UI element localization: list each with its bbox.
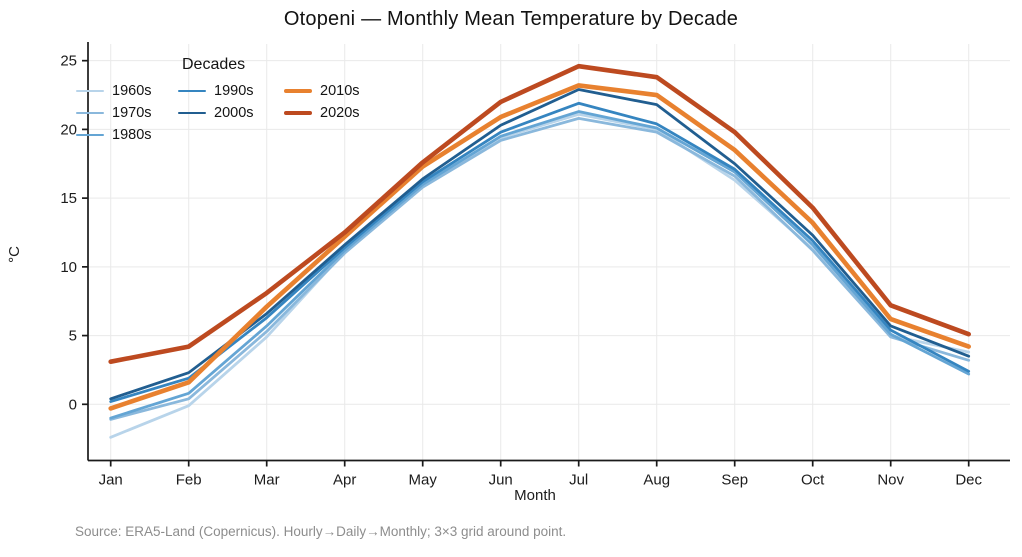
x-tick-label: Oct	[801, 472, 825, 489]
x-tick-label: Jul	[569, 472, 588, 489]
legend-item-label: 2020s	[320, 105, 360, 121]
legend-item-1960s: 1960s	[76, 80, 178, 102]
legend-columns: 1960s 1970s 1980s 1990s 2000s 2010s 2020s	[76, 80, 360, 146]
x-tick-label: Apr	[333, 472, 356, 489]
legend-item-label: 2010s	[320, 83, 360, 99]
legend-swatch-icon	[76, 133, 104, 137]
legend-title: Decades	[182, 56, 246, 73]
x-tick-label: Sep	[721, 472, 748, 489]
legend-item-2000s: 2000s	[178, 102, 284, 124]
y-axis-label: °C	[5, 246, 23, 263]
y-tick-label: 5	[69, 328, 77, 345]
legend-item-label: 1990s	[214, 83, 254, 99]
x-tick-label: Jan	[99, 472, 123, 489]
x-tick-label: Jun	[489, 472, 513, 489]
y-tick-label: 15	[60, 190, 77, 207]
legend-column: 2010s 2020s	[284, 80, 360, 124]
series-line-2020s	[108, 63, 972, 364]
y-tick-label: 0	[69, 396, 77, 413]
x-tick-label: Nov	[877, 472, 904, 489]
legend-swatch-icon	[284, 88, 312, 94]
y-tick-label: 10	[60, 259, 77, 276]
legend-swatch-icon	[76, 89, 104, 93]
legend-item-1980s: 1980s	[76, 124, 178, 146]
x-tick-label: Mar	[254, 472, 280, 489]
x-tick-label: May	[409, 472, 438, 489]
legend-swatch-icon	[178, 111, 206, 115]
legend-swatch-icon	[284, 110, 312, 116]
x-axis-label: Month	[514, 487, 556, 504]
footer-source: Source: ERA5-Land (Copernicus). Hourly→D…	[75, 524, 567, 539]
x-tick-label: Feb	[176, 472, 202, 489]
series-line-1970s	[109, 117, 971, 421]
legend-item-2010s: 2010s	[284, 80, 360, 102]
legend-item-label: 1960s	[112, 83, 152, 99]
x-tick-label: Dec	[955, 472, 982, 489]
series-line-2000s	[109, 88, 971, 401]
legend-item-1990s: 1990s	[178, 80, 284, 102]
legend-swatch-icon	[76, 111, 104, 115]
x-tick-label: Aug	[643, 472, 670, 489]
series-line-1990s	[109, 101, 971, 403]
series-line-1980s	[109, 110, 971, 420]
legend-column: 1960s 1970s 1980s	[76, 80, 178, 146]
y-tick-label: 20	[60, 121, 77, 138]
legend-item-2020s: 2020s	[284, 102, 360, 124]
legend-swatch-icon	[178, 89, 206, 93]
legend: Decades 1960s 1970s 1980s 1990s 2000s 2010s 20…	[76, 56, 360, 146]
legend-item-label: 1980s	[112, 127, 152, 143]
legend-item-label: 2000s	[214, 105, 254, 121]
y-tick-label: 25	[60, 53, 77, 70]
series-line-2010s	[108, 83, 972, 411]
page-title: Otopeni — Monthly Mean Temperature by De…	[283, 8, 739, 30]
legend-item-1970s: 1970s	[76, 102, 178, 124]
legend-item-label: 1970s	[112, 105, 152, 121]
legend-column: 1990s 2000s	[178, 80, 284, 124]
